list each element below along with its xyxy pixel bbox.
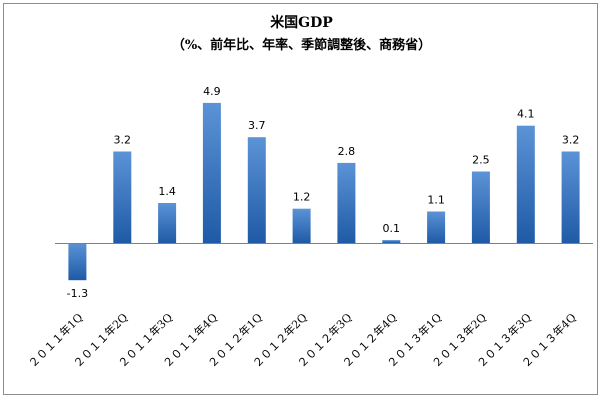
data-label: 1.2 xyxy=(293,191,311,204)
data-label: 1.4 xyxy=(158,185,176,198)
data-label: 2.8 xyxy=(338,145,356,158)
bar xyxy=(561,151,580,243)
data-label: 4.1 xyxy=(517,108,535,121)
bar xyxy=(247,137,266,243)
data-label: -1.3 xyxy=(67,287,88,300)
bar xyxy=(337,162,356,243)
chart-frame xyxy=(3,3,598,395)
data-label: 2.5 xyxy=(472,154,490,167)
chart-title: 米国GDP xyxy=(270,15,333,31)
bar xyxy=(113,151,132,243)
data-label: 3.2 xyxy=(562,134,580,147)
bar xyxy=(516,125,535,243)
bar xyxy=(68,243,87,281)
data-label: 4.9 xyxy=(203,85,221,98)
data-label: 3.2 xyxy=(114,134,132,147)
chart-subtitle: （%、前年比、年率、季節調整後、商務省） xyxy=(171,38,432,53)
bar xyxy=(292,208,311,243)
data-label: 3.7 xyxy=(248,119,266,132)
data-label: 1.1 xyxy=(427,194,445,207)
bar xyxy=(427,211,446,243)
bar xyxy=(202,102,221,244)
bar xyxy=(382,240,401,243)
bar xyxy=(158,203,177,243)
data-label: 0.1 xyxy=(383,222,401,235)
bar xyxy=(471,171,490,243)
